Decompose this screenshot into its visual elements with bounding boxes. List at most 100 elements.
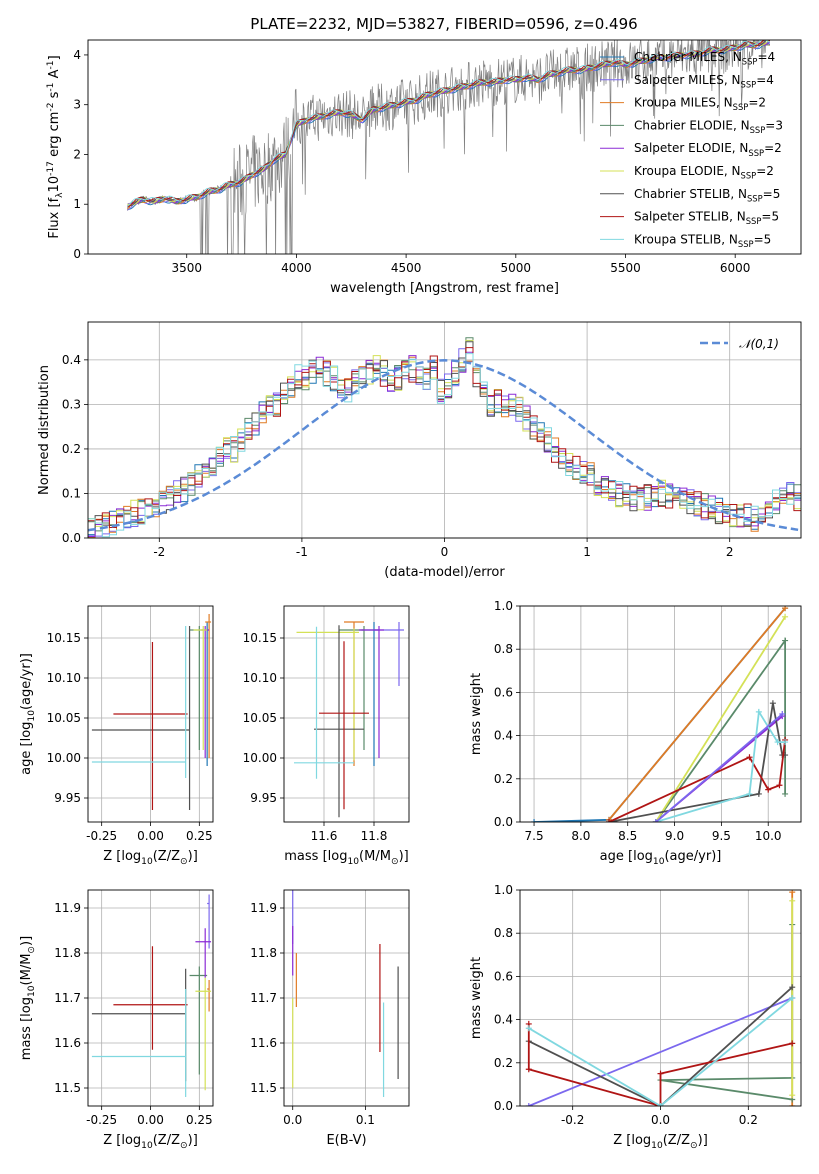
series-marker (531, 819, 538, 822)
x-axis-label: E(B-V) (326, 1133, 366, 1148)
x-tick-label: 0.25 (186, 829, 213, 843)
series-marker (789, 995, 796, 1001)
series-marker (657, 1070, 664, 1077)
x-axis-label: (data-model)/error (384, 565, 505, 580)
y-tick-label: 11.6 (250, 1036, 277, 1050)
x-axis-label: Z [log10(Z/Z⊙)] (613, 1133, 708, 1151)
x-tick-label: -0.25 (86, 829, 117, 843)
y-tick-label: 1 (73, 197, 81, 211)
histogram-step (88, 353, 801, 538)
series-line (528, 997, 793, 1106)
x-tick-label: 0.00 (137, 829, 164, 843)
series-marker (525, 1025, 532, 1032)
x-tick-label: 0.25 (186, 1113, 213, 1127)
series-marker (789, 984, 796, 991)
y-tick-label: 0.2 (494, 1056, 513, 1070)
x-tick-label: 0.2 (739, 1113, 758, 1127)
x-tick-label: 0.0 (283, 1113, 302, 1127)
y-tick-label: 11.5 (250, 1081, 277, 1095)
y-tick-label: 0.4 (62, 353, 81, 367)
x-tick-label: 11.6 (311, 829, 338, 843)
y-tick-label: 0.8 (494, 642, 513, 656)
x-tick-label: 0 (441, 545, 449, 559)
series-marker (657, 1103, 664, 1106)
series-marker (776, 782, 783, 789)
plot-area (531, 606, 789, 822)
y-axis-label: age [log10(age/yr)] (19, 653, 37, 775)
x-tick-label: 9.5 (712, 829, 731, 843)
y-tick-label: 11.9 (250, 901, 277, 915)
axes-massweight-vs-Z: -0.2 0.0 0.2 0.0 0.2 0.4 0.6 0.8 1.0 Z [log10(Z/Z… (469, 883, 802, 1151)
y-tick-label: 11.8 (250, 946, 277, 960)
y-tick-label: 2 (73, 147, 81, 161)
series-marker (774, 739, 781, 746)
y-axis-label: mass weight (469, 957, 484, 1039)
x-tick-label: 2 (726, 545, 734, 559)
series-marker (605, 819, 612, 822)
y-axis-label: mass weight (469, 673, 484, 755)
y-tick-label: 0.8 (494, 926, 513, 940)
axes-age-vs-mass: 11.6 11.8 9.95 10.00 10.05 10.10 10.15 mass [lo… (243, 605, 410, 867)
axes-age-vs-Z: -0.25 0.00 0.25 9.95 10.00 10.05 10.10 10.15 Z [… (19, 605, 214, 867)
axes-frame (519, 889, 802, 1107)
x-axis-label: Z [log10(Z/Z⊙)] (103, 849, 198, 867)
y-tick-label: 0.0 (62, 531, 81, 545)
axes-frame (283, 889, 410, 1107)
y-tick-label: 11.7 (250, 991, 277, 1005)
series-line (608, 607, 786, 821)
series-marker (755, 790, 762, 797)
observed-spectrum-line (127, 40, 769, 254)
x-axis-label: mass [log10(M/M⊙)] (284, 849, 408, 867)
y-tick-label: 0.0 (494, 1099, 513, 1113)
y-tick-label: 11.6 (54, 1036, 81, 1050)
y-tick-label: 0.2 (494, 772, 513, 786)
y-tick-label: 0.4 (494, 729, 513, 743)
series-marker (782, 790, 789, 797)
y-tick-label: 10.05 (243, 711, 277, 725)
series-marker (779, 711, 786, 717)
axes-spectrum: 3500 4000 4500 5000 5500 6000 0 1 2 3 4 wavelength … (46, 39, 802, 296)
x-tick-label: 3500 (171, 261, 202, 275)
series-marker (652, 819, 659, 822)
y-tick-label: 10.10 (243, 671, 277, 685)
series-marker (746, 790, 753, 797)
x-tick-label: 4000 (281, 261, 312, 275)
series-marker (746, 754, 753, 761)
x-tick-label: -1 (296, 545, 308, 559)
x-tick-label: -0.25 (86, 1113, 117, 1127)
plot-area (88, 337, 801, 538)
series-line (534, 607, 786, 822)
y-tick-label: 0.6 (494, 969, 513, 983)
x-tick-label: -2 (153, 545, 165, 559)
plot-area (91, 614, 212, 810)
y-tick-label: 11.8 (54, 946, 81, 960)
y-tick-label: 4 (73, 48, 81, 62)
plot-area (292, 890, 399, 1097)
axes-residual-histogram: -2 -1 0 1 2 0.0 0.1 0.2 0.3 0.4 (data-model)/error… (37, 321, 802, 580)
model-spectrum-line (127, 40, 770, 207)
y-axis-label: Normed distribution (37, 365, 52, 495)
legend-label: Kroupa MILES, NSSP=2 (634, 96, 766, 113)
axes-frame (283, 605, 410, 823)
legend-label: Kroupa ELODIE, NSSP=2 (634, 164, 774, 181)
series-marker (525, 1103, 532, 1106)
plot-area (91, 894, 212, 1097)
y-tick-label: 10.15 (243, 631, 277, 645)
y-tick-label: 1.0 (494, 599, 513, 613)
y-tick-label: 10.15 (47, 631, 81, 645)
series-marker (789, 1040, 796, 1047)
axes-frame (87, 889, 214, 1107)
figure-title: PLATE=2232, MJD=53827, FIBERID=0596, z=0… (250, 15, 637, 33)
y-tick-label: 10.10 (47, 671, 81, 685)
axes-frame (87, 39, 802, 255)
plot-area (525, 890, 796, 1106)
model-spectrum-line (127, 42, 770, 210)
series-marker (789, 897, 796, 904)
y-tick-label: 0.1 (62, 486, 81, 500)
axes-frame (87, 605, 214, 823)
legend-label: Salpeter ELODIE, NSSP=2 (634, 141, 782, 158)
series-line (527, 1023, 793, 1106)
legend-label: Salpeter STELIB, NSSP=5 (634, 210, 779, 227)
